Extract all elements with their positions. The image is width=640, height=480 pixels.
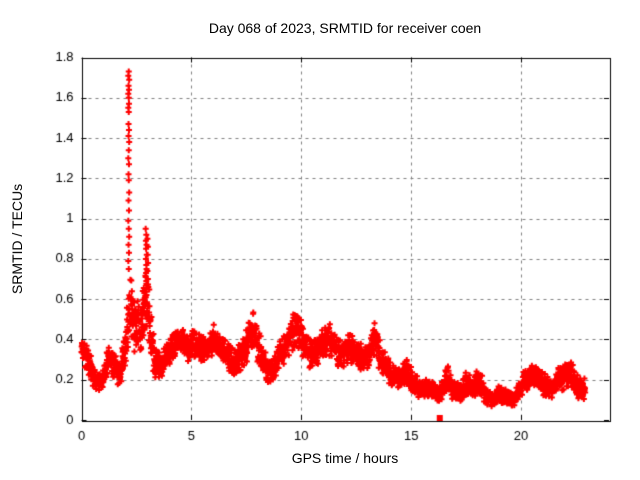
- x-axis-label: GPS time / hours: [291, 450, 399, 466]
- chart-title: Day 068 of 2023, SRMTID for receiver coe…: [208, 20, 482, 36]
- y-axis-label: SRMTID / TECUs: [9, 183, 25, 295]
